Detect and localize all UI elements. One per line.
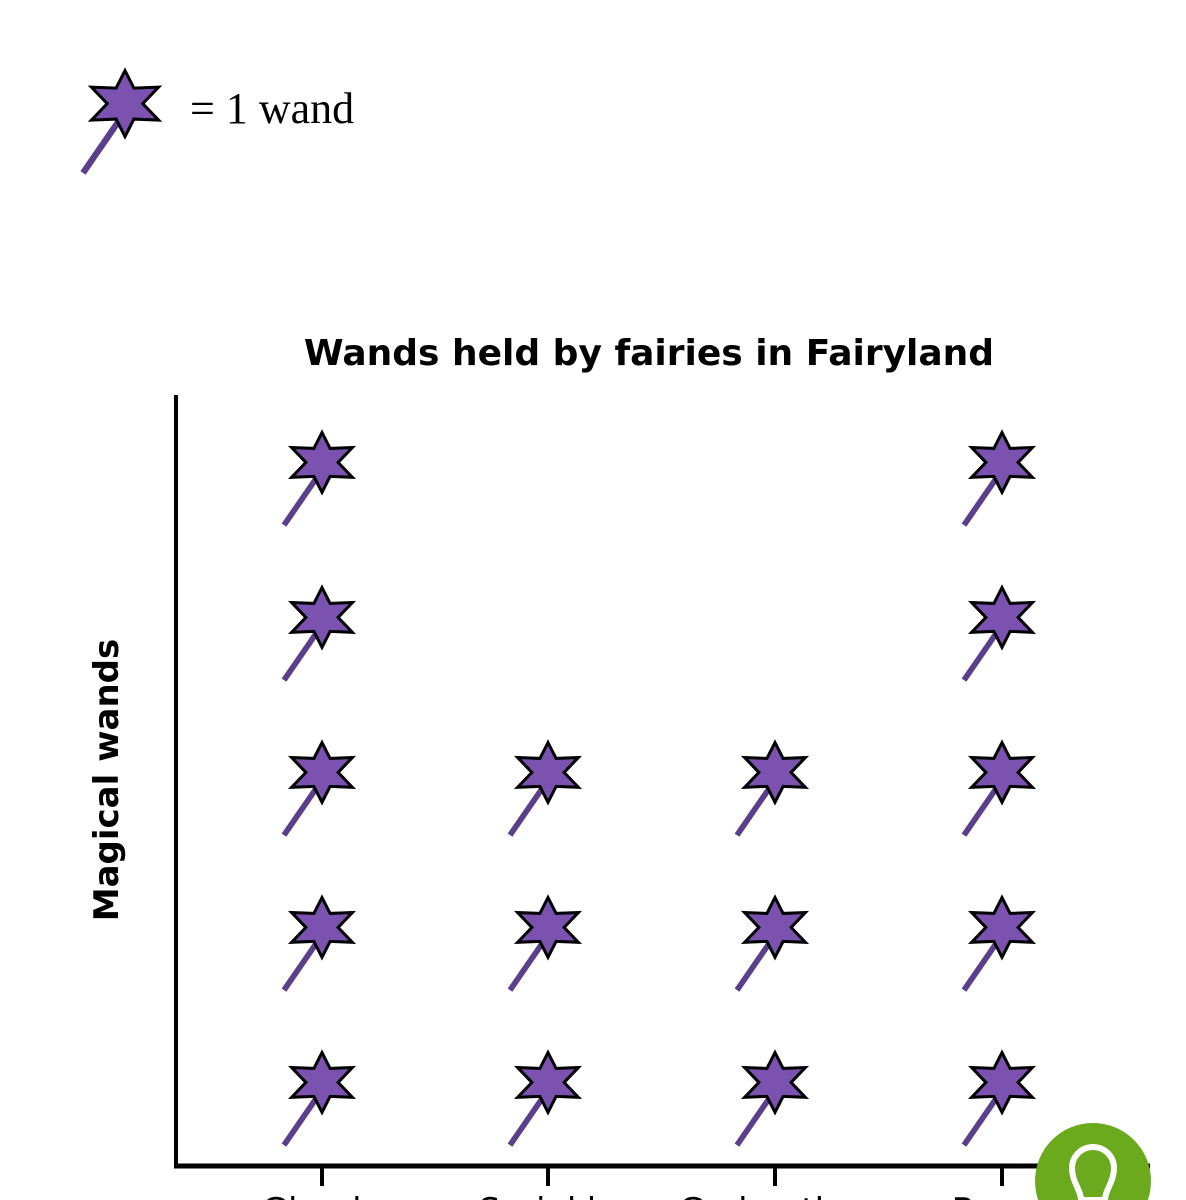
y-axis-label: Magical wands [87,639,127,922]
wand-mark [961,584,1037,682]
wand-mark [281,429,357,527]
wand-mark [734,1049,810,1147]
legend: = 1 wand [80,67,354,175]
x-tick-label: Bernd [952,1191,1053,1200]
x-tick-label: Godmother [679,1191,871,1200]
wand-mark [734,739,810,837]
wand-mark [961,1049,1037,1147]
hint-circle[interactable] [1035,1123,1151,1200]
x-tick-label: Glenda [262,1191,383,1200]
wand-mark [961,739,1037,837]
wand-mark [734,894,810,992]
legend-text: = 1 wand [190,84,354,133]
x-tick-label: Sprinkle [479,1191,617,1200]
wand-mark [281,739,357,837]
wand-mark [507,1049,583,1147]
wand-mark [281,584,357,682]
wand-mark [961,894,1037,992]
hint-button[interactable] [1035,1123,1151,1200]
wand-mark [281,894,357,992]
lightbulb-icon [1068,1144,1118,1200]
wand-mark [961,429,1037,527]
wand-icon [80,67,163,175]
wand-mark [507,894,583,992]
chart-title: Wands held by fairies in Fairyland [304,333,994,374]
wand-mark [507,739,583,837]
wand-mark [281,1049,357,1147]
